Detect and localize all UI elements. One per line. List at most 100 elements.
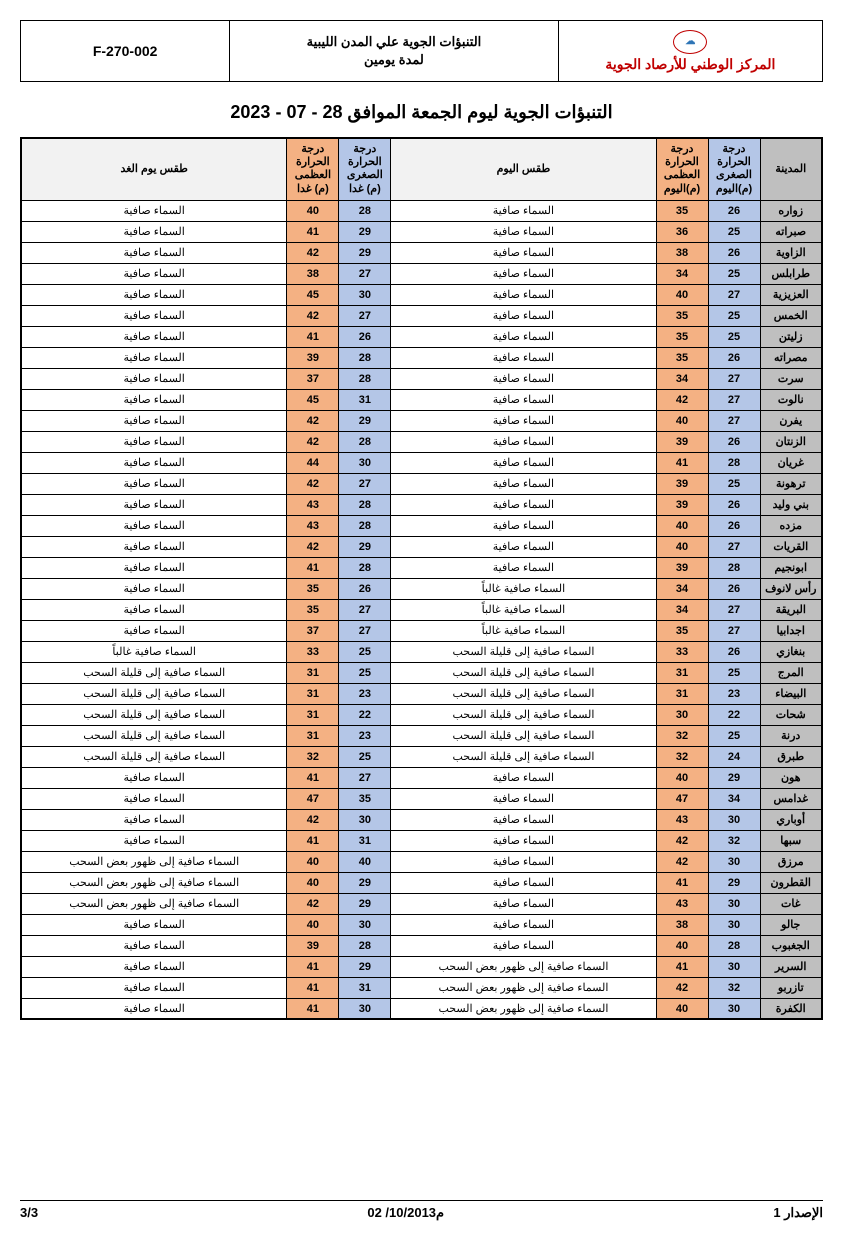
cell-wx-today: السماء صافية غالباً — [391, 578, 656, 599]
cell-min-tom: 25 — [339, 641, 391, 662]
cell-wx-today: السماء صافية — [391, 851, 656, 872]
cell-max-today: 40 — [656, 536, 708, 557]
cell-wx-tom: السماء صافية إلى قليلة السحب — [21, 662, 287, 683]
cell-min-tom: 27 — [339, 263, 391, 284]
cell-wx-today: السماء صافية — [391, 410, 656, 431]
cell-wx-tom: السماء صافية إلى قليلة السحب — [21, 683, 287, 704]
cell-max-tom: 45 — [287, 389, 339, 410]
cell-city: القطرون — [760, 872, 822, 893]
cell-wx-today: السماء صافية — [391, 242, 656, 263]
cell-wx-today: السماء صافية — [391, 872, 656, 893]
cell-max-tom: 41 — [287, 221, 339, 242]
cell-max-tom: 31 — [287, 662, 339, 683]
cell-max-today: 33 — [656, 641, 708, 662]
table-row: الكفرة3040السماء صافية إلى ظهور بعض السح… — [21, 998, 822, 1019]
cell-max-today: 42 — [656, 977, 708, 998]
cell-max-tom: 47 — [287, 788, 339, 809]
cell-min-tom: 31 — [339, 977, 391, 998]
cell-max-today: 39 — [656, 557, 708, 578]
cell-max-today: 40 — [656, 998, 708, 1019]
table-row: السرير3041السماء صافية إلى ظهور بعض السح… — [21, 956, 822, 977]
cell-min-tom: 28 — [339, 557, 391, 578]
cell-wx-tom: السماء صافية — [21, 368, 287, 389]
cell-wx-tom: السماء صافية — [21, 494, 287, 515]
cell-wx-tom: السماء صافية — [21, 935, 287, 956]
cell-wx-today: السماء صافية إلى قليلة السحب — [391, 746, 656, 767]
table-row: هون2940السماء صافية2741السماء صافية — [21, 767, 822, 788]
cell-wx-tom: السماء صافية — [21, 809, 287, 830]
cell-max-today: 31 — [656, 683, 708, 704]
cell-min-tom: 30 — [339, 998, 391, 1019]
table-row: جالو3038السماء صافية3040السماء صافية — [21, 914, 822, 935]
cell-min-today: 32 — [708, 830, 760, 851]
cell-max-today: 30 — [656, 704, 708, 725]
table-row: العزيزية2740السماء صافية3045السماء صافية — [21, 284, 822, 305]
table-row: مصراته2635السماء صافية2839السماء صافية — [21, 347, 822, 368]
cell-min-today: 28 — [708, 557, 760, 578]
table-row: غات3043السماء صافية2942السماء صافية إلى … — [21, 893, 822, 914]
cell-wx-today: السماء صافية — [391, 935, 656, 956]
cell-city: طبرق — [760, 746, 822, 767]
cell-wx-today: السماء صافية إلى قليلة السحب — [391, 704, 656, 725]
cell-wx-today: السماء صافية إلى ظهور بعض السحب — [391, 977, 656, 998]
cell-max-tom: 40 — [287, 200, 339, 221]
cell-wx-tom: السماء صافية — [21, 473, 287, 494]
cell-min-tom: 28 — [339, 368, 391, 389]
cell-min-tom: 29 — [339, 956, 391, 977]
cell-max-today: 38 — [656, 242, 708, 263]
cell-max-tom: 41 — [287, 998, 339, 1019]
cell-max-today: 40 — [656, 410, 708, 431]
cell-min-tom: 25 — [339, 662, 391, 683]
cell-min-today: 29 — [708, 872, 760, 893]
table-row: غدامس3447السماء صافية3547السماء صافية — [21, 788, 822, 809]
cell-city: صبراته — [760, 221, 822, 242]
cell-max-tom: 41 — [287, 956, 339, 977]
cell-min-tom: 27 — [339, 620, 391, 641]
cell-wx-today: السماء صافية — [391, 347, 656, 368]
cell-wx-tom: السماء صافية — [21, 305, 287, 326]
table-row: اجدابيا2735السماء صافية غالباً2737السماء… — [21, 620, 822, 641]
table-row: غريان2841السماء صافية3044السماء صافية — [21, 452, 822, 473]
cell-wx-tom: السماء صافية — [21, 452, 287, 473]
cell-max-today: 34 — [656, 368, 708, 389]
cell-city: طرابلس — [760, 263, 822, 284]
cell-wx-tom: السماء صافية — [21, 599, 287, 620]
cell-wx-tom: السماء صافية إلى ظهور بعض السحب — [21, 851, 287, 872]
cell-max-tom: 42 — [287, 242, 339, 263]
table-row: القطرون2941السماء صافية2940السماء صافية … — [21, 872, 822, 893]
cell-min-today: 26 — [708, 242, 760, 263]
cell-min-today: 28 — [708, 452, 760, 473]
cell-min-today: 30 — [708, 998, 760, 1019]
cell-max-tom: 43 — [287, 494, 339, 515]
cell-max-today: 40 — [656, 284, 708, 305]
cell-city: بني وليد — [760, 494, 822, 515]
cell-min-tom: 22 — [339, 704, 391, 725]
cell-wx-tom: السماء صافية — [21, 788, 287, 809]
cell-max-today: 42 — [656, 851, 708, 872]
cell-city: شحات — [760, 704, 822, 725]
cell-wx-today: السماء صافية — [391, 536, 656, 557]
cell-max-today: 34 — [656, 599, 708, 620]
cell-max-tom: 41 — [287, 326, 339, 347]
cell-max-tom: 32 — [287, 746, 339, 767]
cell-wx-today: السماء صافية — [391, 473, 656, 494]
table-row: طبرق2432السماء صافية إلى قليلة السحب2532… — [21, 746, 822, 767]
cell-city: هون — [760, 767, 822, 788]
cell-city: جالو — [760, 914, 822, 935]
cell-max-today: 39 — [656, 494, 708, 515]
cell-min-tom: 28 — [339, 515, 391, 536]
cell-wx-tom: السماء صافية — [21, 578, 287, 599]
table-row: الزاوية2638السماء صافية2942السماء صافية — [21, 242, 822, 263]
cell-min-today: 32 — [708, 977, 760, 998]
cell-wx-tom: السماء صافية — [21, 767, 287, 788]
cell-wx-today: السماء صافية — [391, 515, 656, 536]
cell-min-today: 25 — [708, 725, 760, 746]
table-row: البيضاء2331السماء صافية إلى قليلة السحب2… — [21, 683, 822, 704]
cell-max-today: 34 — [656, 263, 708, 284]
cell-wx-tom: السماء صافية إلى ظهور بعض السحب — [21, 872, 287, 893]
cell-city: المرج — [760, 662, 822, 683]
cell-max-today: 38 — [656, 914, 708, 935]
cell-wx-tom: السماء صافية — [21, 557, 287, 578]
cell-max-tom: 39 — [287, 935, 339, 956]
cell-max-tom: 40 — [287, 872, 339, 893]
